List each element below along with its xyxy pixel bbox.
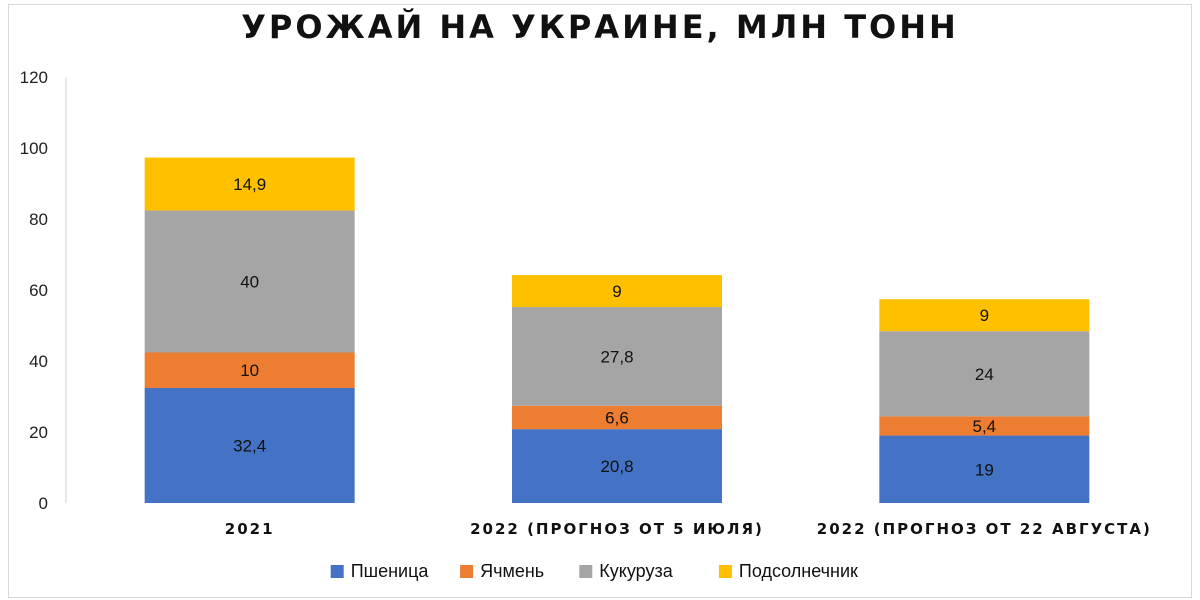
y-tick-label: 20 [29,423,48,442]
legend-swatch [460,565,474,578]
data-label: 9 [612,282,621,301]
bar-segment [512,307,722,406]
legend-item: Пшеница [330,561,430,581]
data-label: 24 [975,365,994,384]
legend-label: Пшеница [351,561,430,581]
bar-segment [879,331,1090,417]
x-tick-label: 2022 (ПРОГНОЗ ОТ 5 ИЮЛЯ) [470,520,764,538]
data-label: 6,6 [605,408,629,427]
y-tick-label: 100 [20,139,48,158]
legend-swatch [718,565,732,578]
legend-label: Кукуруза [599,561,673,581]
bar-segment [879,435,1090,503]
x-tick-label: 2022 (ПРОГНОЗ ОТ 22 АВГУСТА) [817,520,1152,538]
data-label: 10 [240,361,259,380]
data-label: 19 [975,460,994,479]
legend-item: Ячмень [460,561,544,581]
bar-segment [144,352,355,388]
x-tick-label: 2021 [225,520,275,538]
y-tick-label: 80 [29,210,48,229]
chart-title: УРОЖАЙ НА УКРАИНЕ, МЛН ТОНН [241,8,959,46]
bar-segment [512,275,722,308]
chart-frame [8,4,1192,598]
legend-item: Кукуруза [579,561,674,581]
bar-segment [879,416,1090,436]
data-label: 14,9 [233,175,266,194]
bar-segment [144,210,355,353]
y-tick-label: 120 [20,68,48,87]
bar-segment [879,299,1090,332]
data-label: 32,4 [233,436,266,455]
bar-segment [144,157,355,211]
legend-swatch [579,565,593,578]
data-label: 20,8 [600,457,633,476]
data-label: 9 [980,306,989,325]
legend-swatch [330,565,344,578]
bar-segment [512,405,722,430]
bar-segment [144,387,355,503]
legend-label: Ячмень [480,561,544,581]
data-label: 5,4 [973,417,997,436]
legend-item: Подсолнечник [718,561,858,581]
y-tick-label: 60 [29,281,48,300]
legend-label: Подсолнечник [739,561,858,581]
bar-segment [512,429,722,503]
data-label: 27,8 [600,347,633,366]
y-tick-label: 40 [29,352,48,371]
data-label: 40 [240,272,259,291]
y-tick-label: 0 [39,494,48,513]
